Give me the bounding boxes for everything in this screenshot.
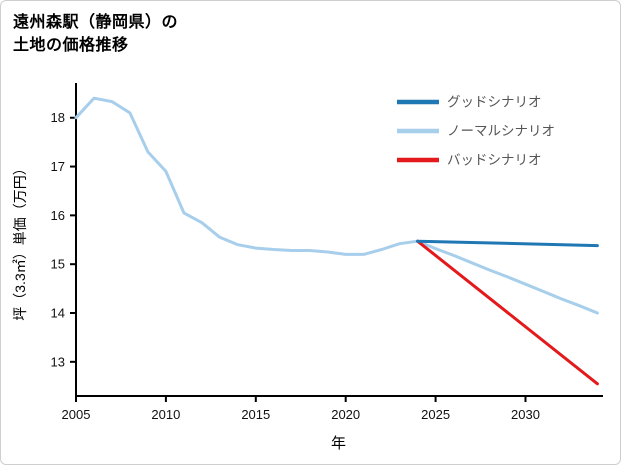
y-tick-label: 15 [51, 257, 65, 272]
y-tick-label: 13 [51, 354, 65, 369]
legend-label-1: ノーマルシナリオ [447, 124, 555, 139]
x-tick-label: 2020 [331, 407, 360, 422]
x-tick-label: 2010 [151, 407, 180, 422]
series-line-2 [416, 239, 599, 386]
series-line-0 [416, 239, 599, 248]
y-axis-label: 坪（3.3㎡）単価（万円） [12, 161, 28, 320]
x-tick-label: 2015 [241, 407, 270, 422]
x-tick-label: 2025 [421, 407, 450, 422]
chart-title-line2: 土地の価格推移 [13, 37, 129, 55]
x-tick-label: 2030 [511, 407, 540, 422]
chart-title-line1: 遠州森駅（静岡県）の [13, 14, 179, 31]
series-line-1 [74, 96, 599, 315]
y-tick-label: 14 [51, 306, 65, 321]
chart-title: 遠州森駅（静岡県）の 土地の価格推移 [13, 11, 178, 57]
y-tick-label: 16 [51, 208, 65, 223]
y-tick-label: 17 [51, 159, 65, 174]
x-tick-label: 2005 [62, 407, 91, 422]
legend-label-2: バッドシナリオ [447, 153, 542, 168]
legend-label-0: グッドシナリオ [447, 95, 542, 110]
y-tick-label: 18 [51, 110, 65, 125]
x-axis-label: 年 [331, 435, 346, 452]
